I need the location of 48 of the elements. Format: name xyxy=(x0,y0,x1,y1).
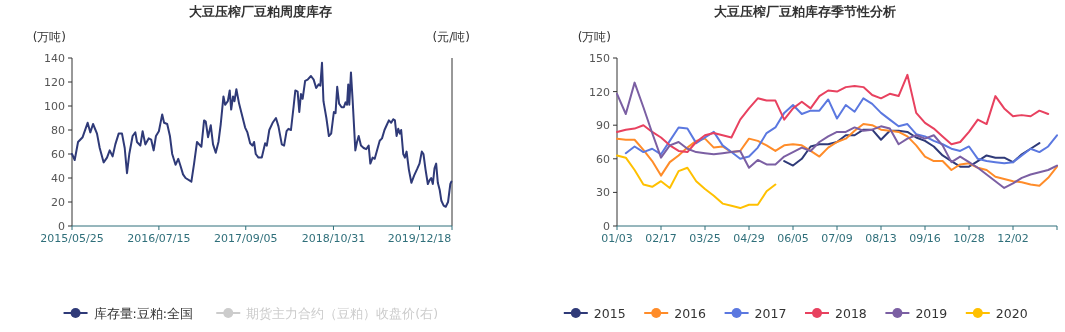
y-tick-label: 80 xyxy=(51,124,65,137)
y-tick-label: 120 xyxy=(589,85,610,99)
y-tick-label: 120 xyxy=(44,76,65,89)
y-axis-title: (万吨) xyxy=(577,30,611,44)
line-series xyxy=(783,128,1041,168)
x-tick-label: 2015/05/25 xyxy=(40,232,104,245)
x-tick-label: 09/16 xyxy=(909,232,941,245)
y-tick-label: 60 xyxy=(596,152,610,166)
legend-label: 2019 xyxy=(915,305,948,321)
x-tick-label: 03/25 xyxy=(689,232,721,245)
y-tick-label: 20 xyxy=(51,196,65,209)
legend-label: 2016 xyxy=(674,305,707,321)
x-tick-label: 06/05 xyxy=(777,232,809,245)
y-tick-label: 40 xyxy=(51,172,65,185)
x-tick-label: 12/02 xyxy=(997,232,1029,245)
legend-label: 库存量:豆粕:全国 xyxy=(93,305,193,321)
y-axis-title: (万吨) xyxy=(32,30,66,44)
chart-title: 大豆压榨厂豆粕周度库存 xyxy=(188,4,332,19)
legend-label: 2017 xyxy=(754,305,787,321)
line-series xyxy=(71,61,453,208)
x-tick-label: 2017/09/05 xyxy=(214,232,278,245)
line-series xyxy=(616,154,777,210)
legend-label: 2018 xyxy=(835,305,867,321)
line-series xyxy=(616,73,1050,154)
y-tick-label: 140 xyxy=(44,52,65,65)
x-tick-label: 04/29 xyxy=(733,232,765,245)
x-tick-label: 10/28 xyxy=(953,232,985,245)
x-tick-label: 01/03 xyxy=(601,232,633,245)
y-tick-label: 60 xyxy=(51,148,65,161)
y-tick-label: 0 xyxy=(58,220,65,233)
x-tick-label: 02/17 xyxy=(645,232,677,245)
x-tick-label: 08/13 xyxy=(865,232,897,245)
x-tick-label: 2016/07/15 xyxy=(127,232,191,245)
legend-label: 2020 xyxy=(995,305,1028,321)
y-tick-label: 150 xyxy=(589,52,610,65)
x-tick-label: 2018/10/31 xyxy=(301,232,366,245)
x-tick-label: 2019/12/18 xyxy=(387,232,452,245)
chart-title: 大豆压榨厂豆粕库存季节性分析 xyxy=(714,4,896,19)
y2-axis-title: (元/吨) xyxy=(432,30,470,44)
y-tick-label: 100 xyxy=(44,100,65,113)
y-tick-label: 0 xyxy=(603,220,610,233)
line-series xyxy=(624,97,1058,165)
y-tick-label: 30 xyxy=(596,186,610,200)
line-series xyxy=(616,81,1058,189)
y-tick-label: 90 xyxy=(596,119,610,133)
legend-label: 2015 xyxy=(593,305,626,321)
x-tick-label: 07/09 xyxy=(821,232,853,245)
line-series xyxy=(616,123,1058,187)
